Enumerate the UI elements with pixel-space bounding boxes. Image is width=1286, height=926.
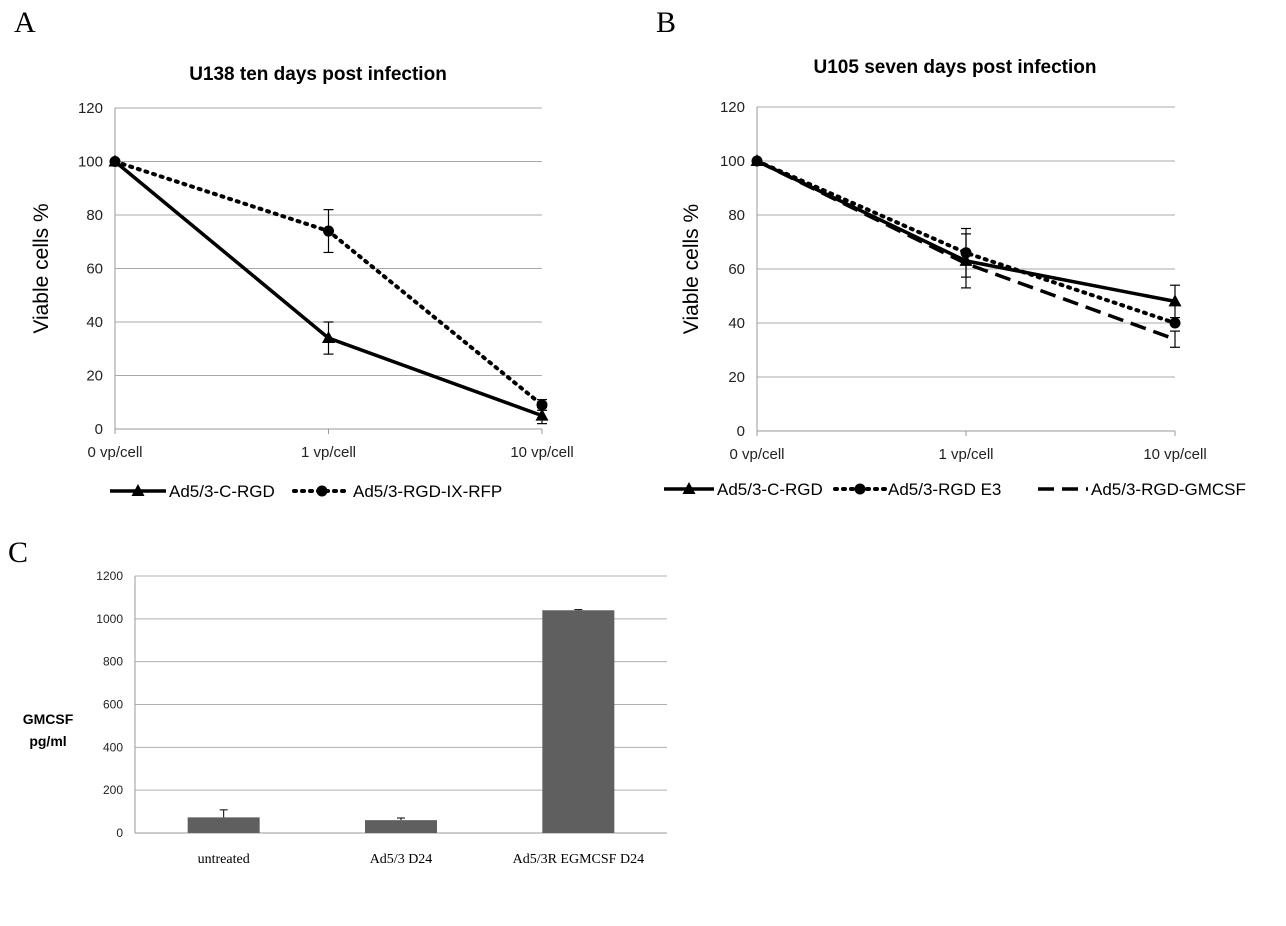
series-line	[756, 159, 1176, 341]
y-tick-label: 60	[86, 261, 103, 278]
y-tick-label: 600	[103, 698, 123, 712]
y-tick-label: 1200	[96, 569, 123, 583]
series-ad5-3-rgd-ix-rfp	[109, 156, 548, 411]
y-tick-label: 60	[728, 261, 745, 278]
x-tick-label: Ad5/3 D24	[370, 852, 433, 867]
bar-ad5-3r-egmcsf-d24	[542, 610, 615, 833]
panel-letter-a: A	[14, 6, 36, 39]
series-ad5-3-c-rgd	[108, 154, 549, 425]
y-tick-label: 0	[95, 421, 103, 438]
chart-panel-b: U105 seven days post infection 0 20 40 60 80 1…	[664, 57, 1246, 499]
y-tick-label: 200	[103, 783, 123, 797]
legend-label: Ad5/3-RGD-IX-RFP	[353, 482, 502, 501]
data-point	[109, 156, 121, 167]
x-tick-label: 10 vp/cell	[1143, 446, 1206, 463]
legend-entry-ad5-3-rgd-e3: Ad5/3-RGD E3	[833, 480, 1001, 499]
legend-label: Ad5/3-RGD E3	[888, 480, 1001, 499]
series-line	[113, 160, 543, 418]
y-tick-label: 0	[116, 826, 123, 840]
series-line	[755, 159, 1177, 325]
data-point	[1169, 317, 1181, 329]
chart-title: U138 ten days post infection	[189, 64, 447, 85]
x-tick-label: 1 vp/cell	[301, 444, 356, 461]
legend-marker	[131, 484, 145, 496]
series-ad5-3-rgd-e3	[751, 155, 1181, 329]
y-tick-label: 80	[728, 207, 745, 224]
bar-untreated	[187, 817, 260, 833]
legend-entry-ad5-3-rgd-gmcsf: Ad5/3-RGD-GMCSF	[1038, 480, 1246, 499]
panel-letter-b: B	[656, 6, 676, 39]
y-tick-label: 120	[720, 99, 745, 116]
x-tick-label: 10 vp/cell	[510, 444, 573, 461]
y-axis-label-line: pg/ml	[29, 733, 66, 749]
y-tick-label: 40	[728, 315, 745, 332]
y-tick-label: 1000	[96, 612, 123, 626]
data-point	[960, 247, 972, 259]
legend-entry-ad5-3-c-rgd: Ad5/3-C-RGD	[664, 480, 823, 499]
legend-marker	[854, 483, 866, 495]
legend-label: Ad5/3-C-RGD	[717, 480, 823, 499]
bar-ad5-3-d24	[365, 820, 437, 833]
y-axis-label: GMCSF pg/ml	[23, 711, 74, 749]
legend-marker	[682, 482, 696, 494]
legend-marker	[316, 485, 328, 497]
legend-entry-ad5-3-c-rgd: Ad5/3-C-RGD	[110, 482, 275, 501]
y-tick-label: 120	[78, 100, 103, 117]
y-tick-label: 100	[78, 154, 103, 171]
x-tick-label: 0 vp/cell	[87, 444, 142, 461]
y-tick-label: 800	[103, 655, 123, 669]
y-tick-label: 20	[728, 369, 745, 386]
y-tick-label: 400	[103, 740, 123, 754]
x-tick-label: 1 vp/cell	[938, 446, 993, 463]
data-point	[322, 331, 335, 344]
chart-panel-c: 0 200 400 600 800 1000 1200 GMCSF pg/ml untreated…	[23, 569, 667, 867]
chart-title: U105 seven days post infection	[814, 57, 1097, 78]
series-ad5-3-rgd-gmcsf	[756, 159, 1180, 348]
data-point	[536, 399, 548, 411]
x-tick-label: Ad5/3R EGMCSF D24	[513, 852, 644, 867]
y-axis-label: Viable cells %	[680, 204, 703, 334]
x-tick-label: 0 vp/cell	[729, 446, 784, 463]
chart-panel-a: U138 ten days post infection 0 20 40 60 80 100…	[30, 64, 574, 501]
data-point	[1168, 294, 1182, 307]
y-axis-label: Viable cells %	[30, 203, 53, 333]
legend-label: Ad5/3-C-RGD	[169, 482, 275, 501]
y-tick-label: 0	[737, 423, 745, 440]
y-tick-label: 20	[86, 368, 103, 385]
data-point	[323, 225, 334, 237]
y-axis-label-line: GMCSF	[23, 711, 74, 727]
legend-entry-ad5-3-rgd-ix-rfp: Ad5/3-RGD-IX-RFP	[292, 482, 502, 501]
data-point	[535, 408, 549, 421]
y-tick-label: 80	[86, 207, 103, 224]
y-tick-label: 100	[720, 153, 745, 170]
series-line	[113, 159, 544, 407]
legend-label: Ad5/3-RGD-GMCSF	[1091, 480, 1246, 499]
panel-letter-c: C	[8, 536, 28, 569]
y-tick-label: 40	[86, 314, 103, 331]
x-tick-label: untreated	[198, 852, 250, 867]
